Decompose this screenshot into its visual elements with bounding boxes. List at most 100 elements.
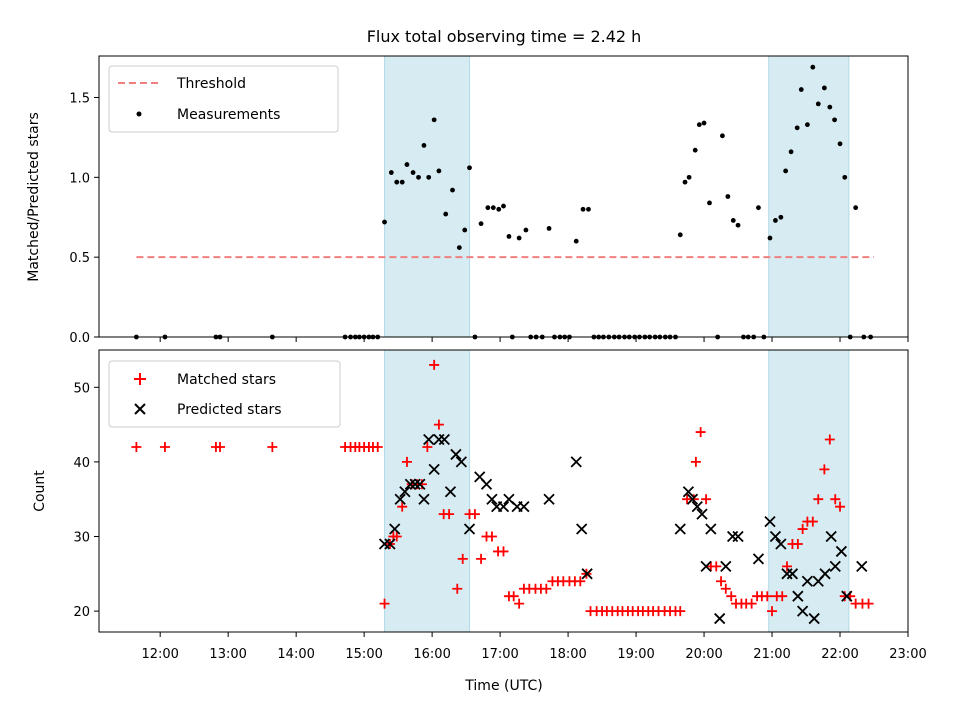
top-panel: 0.0 0.5 1.0 1.5 Matched/Predicted stars Thr… <box>26 55 909 346</box>
predicted-point <box>570 456 582 468</box>
matched-point <box>830 494 841 505</box>
predicted-point <box>764 515 776 528</box>
matched-point <box>720 583 731 594</box>
bottom-y-tick-label: 50 <box>73 381 90 396</box>
measurement-point <box>778 214 784 220</box>
matched-point <box>508 591 519 602</box>
measurement-point <box>410 170 416 175</box>
x-tick-label: 18:00 <box>549 647 586 662</box>
measurement-point <box>388 170 394 175</box>
predicted-point <box>394 493 406 505</box>
matched-point <box>422 441 433 452</box>
matched-point <box>767 606 778 617</box>
matched-point <box>777 591 788 602</box>
measurement-point <box>720 133 725 139</box>
x-tick-label: 19:00 <box>617 647 654 662</box>
predicted-point <box>438 433 450 446</box>
matched-point <box>452 583 463 594</box>
predicted-point <box>841 590 853 602</box>
measurement-point <box>467 165 472 171</box>
measurement-point <box>853 205 859 211</box>
measurement-point <box>677 232 683 238</box>
measurement-point <box>686 174 692 180</box>
matched-point <box>429 359 440 370</box>
predicted-point <box>801 575 814 587</box>
legend-predicted-label: Predicted stars <box>177 402 282 418</box>
predicted-point <box>399 486 411 498</box>
matched-point <box>575 576 586 587</box>
measurement-point <box>580 206 586 212</box>
matched-point <box>433 419 444 430</box>
matched-point <box>797 524 808 535</box>
measurement-point <box>756 205 761 211</box>
measurement-point <box>730 218 736 223</box>
predicted-point <box>518 501 530 513</box>
predicted-point <box>752 553 765 565</box>
predicted-point <box>720 560 732 572</box>
matched-point <box>457 553 468 564</box>
measurement-point <box>426 174 432 180</box>
measurement-point <box>573 238 579 244</box>
matched-point <box>675 606 686 617</box>
predicted-point <box>835 545 848 558</box>
bottom-shaded-intervals <box>384 349 850 633</box>
bottom-x-ticks: 12:00 13:00 14:00 15:00 16:00 17:00 18:00 19:00… <box>141 632 927 662</box>
top-y-tick-label: 1.0 <box>69 171 90 186</box>
measurement-point <box>821 85 827 91</box>
bottom-legend: Matched stars Predicted stars <box>108 360 341 428</box>
matched-point <box>726 591 737 602</box>
measurement-point <box>767 235 773 241</box>
predicted-point <box>808 612 820 625</box>
matched-point <box>444 509 455 520</box>
measurement-point <box>798 87 804 92</box>
predicted-point <box>819 568 831 580</box>
predicted-point <box>384 538 396 550</box>
measurement-point <box>416 174 421 180</box>
predicted-point <box>404 478 416 490</box>
x-tick-label: 17:00 <box>481 647 518 662</box>
predicted-point <box>792 590 804 602</box>
matched-point <box>781 561 792 572</box>
x-tick-label: 15:00 <box>345 647 382 662</box>
matched-point <box>131 441 142 452</box>
top-legend-box <box>108 65 339 133</box>
predicted-point <box>682 486 695 498</box>
matched-point <box>401 456 412 467</box>
bottom-y-axis-label: Count <box>32 470 48 512</box>
measurement-point <box>436 168 442 174</box>
legend-measurements-label: Measurements <box>177 107 280 123</box>
predicted-point <box>769 530 782 543</box>
measurement-point <box>692 147 698 153</box>
matched-point <box>711 561 722 572</box>
predicted-point <box>480 478 493 490</box>
matched-point <box>159 441 170 452</box>
predicted-point <box>856 560 868 572</box>
predicted-point <box>674 523 686 535</box>
predicted-point <box>463 523 476 535</box>
predicted-point <box>700 560 712 572</box>
matched-point <box>701 494 712 505</box>
matched-point <box>819 464 830 475</box>
predicted-point <box>696 508 708 520</box>
measurement-point <box>450 187 455 193</box>
measurement-point <box>501 203 506 209</box>
predicted-point <box>775 538 787 550</box>
top-y-tick-label: 1.5 <box>69 92 90 107</box>
x-tick-label: 22:00 <box>821 647 858 662</box>
bottom-y-tick-label: 30 <box>73 531 90 546</box>
top-y-axis-label: Matched/Predicted stars <box>26 112 42 282</box>
predicted-point <box>581 568 593 580</box>
x-tick-label: 12:00 <box>141 647 178 662</box>
measurement-point <box>443 211 449 217</box>
x-tick-label: 20:00 <box>685 647 722 662</box>
measurement-point <box>586 206 591 212</box>
measurement-point <box>832 117 837 123</box>
x-tick-label: 16:00 <box>413 647 450 662</box>
matched-point <box>541 583 552 594</box>
measurement-point <box>725 194 731 199</box>
top-shaded-interval-0 <box>384 55 471 338</box>
measurement-point <box>810 64 816 70</box>
matched-point <box>762 591 773 602</box>
bottom-y-tick-label: 20 <box>73 605 90 620</box>
legend-threshold-label: Threshold <box>176 76 246 92</box>
